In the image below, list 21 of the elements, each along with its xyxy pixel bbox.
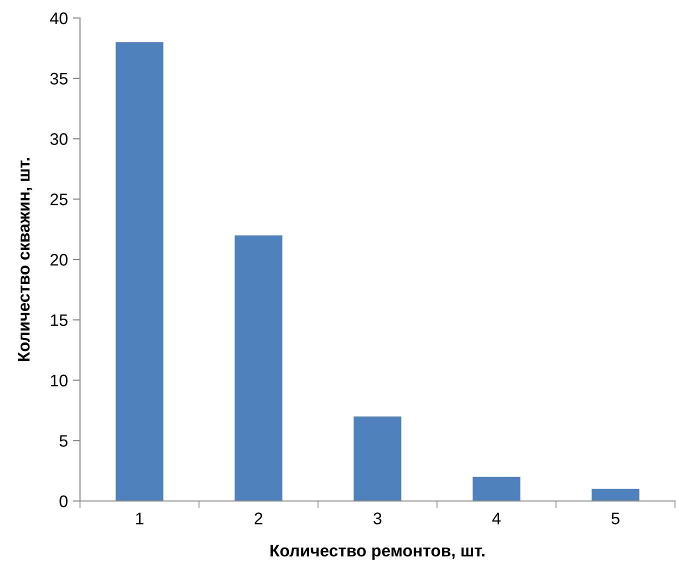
x-axis-title: Количество ремонтов, шт.	[270, 544, 484, 560]
bar	[472, 476, 520, 501]
y-tick-label: 30	[50, 133, 68, 145]
y-tick-label: 25	[50, 194, 68, 206]
bar	[592, 488, 640, 501]
y-tick-label: 5	[60, 435, 68, 447]
bar	[116, 42, 164, 501]
y-tick-label: 0	[60, 495, 68, 508]
y-tick-label: 20	[50, 254, 68, 266]
x-tick-label: 2	[254, 512, 262, 524]
y-tick-label: 40	[50, 12, 68, 24]
y-tick-label: 10	[50, 374, 68, 386]
y-axis-title: Количество скважин, шт.	[18, 158, 32, 362]
bar	[234, 235, 282, 501]
x-tick-label: 4	[492, 512, 501, 524]
y-tick-label: 35	[50, 72, 68, 85]
y-tick-label: 15	[50, 314, 68, 326]
x-tick-label: 1	[136, 512, 144, 524]
x-tick-label: 3	[374, 512, 382, 524]
bar	[354, 416, 402, 501]
x-tick-label: 5	[612, 512, 620, 524]
